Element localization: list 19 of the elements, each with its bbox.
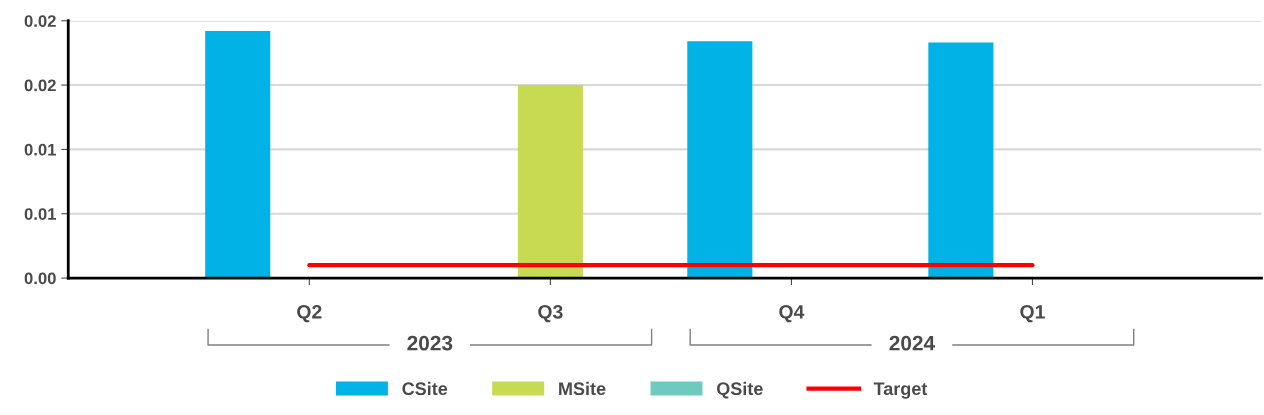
y-tick-label: 0.02	[24, 79, 56, 92]
bar	[928, 42, 994, 279]
legend-label: MSite	[559, 381, 606, 396]
x-tick-label: Q1	[1020, 304, 1045, 323]
y-tick-label: 0.01	[24, 143, 56, 156]
x-tick-label: Q3	[538, 304, 563, 323]
legend-label: Target	[873, 382, 928, 399]
bar	[687, 41, 753, 279]
bar	[517, 85, 583, 279]
x-tick-label: Q4	[779, 304, 805, 323]
y-tick-label: 0.02	[24, 15, 56, 27]
legend-label: CSite	[402, 381, 448, 396]
y-tick-label: 0.01	[24, 208, 56, 220]
y-tick-label: 0.00	[24, 272, 56, 285]
x-tick-label: Q2	[297, 304, 322, 323]
bar	[205, 31, 271, 279]
text: 2024	[889, 335, 936, 351]
legend-label: QSite	[716, 381, 763, 399]
text: 2023	[407, 335, 453, 351]
